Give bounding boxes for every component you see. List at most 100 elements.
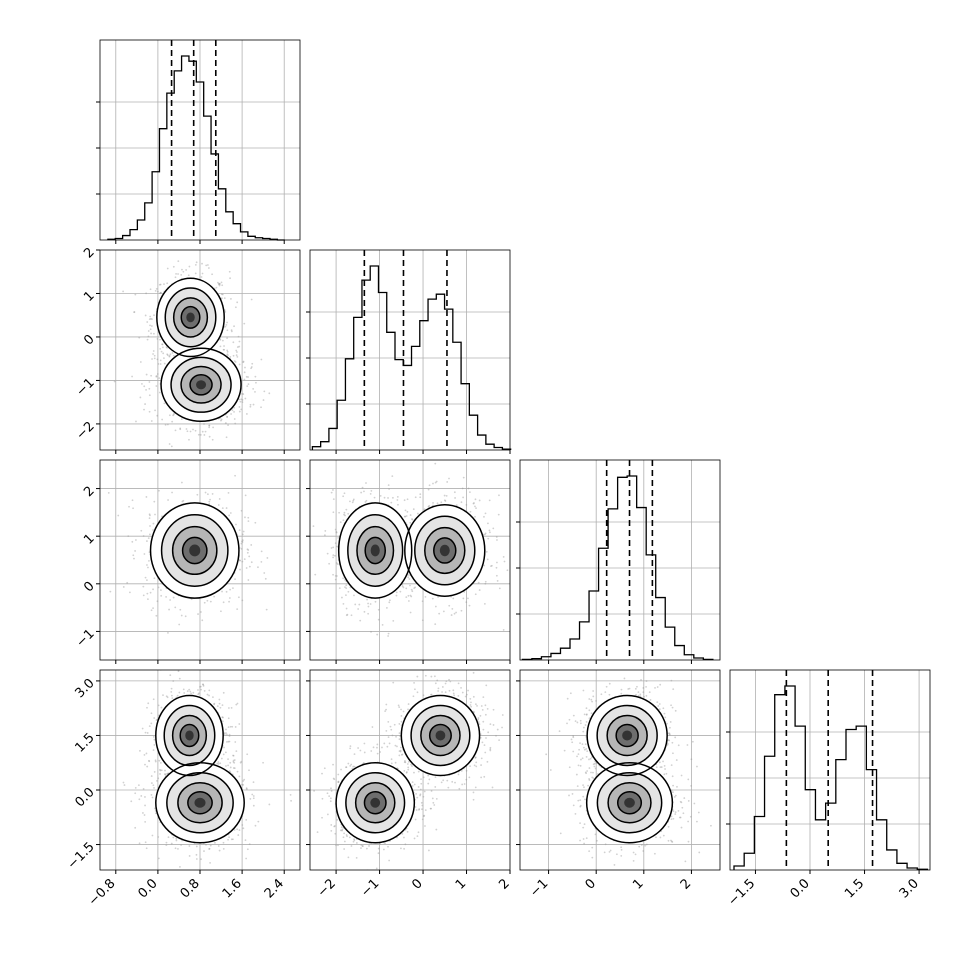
scatter-point [245,787,248,790]
scatter-point [344,586,346,588]
scatter-point [472,502,475,505]
contour-line [433,537,457,564]
scatter-point [484,580,487,583]
scatter-point [249,403,252,406]
scatter-point [218,283,221,286]
scatter-point [109,590,112,593]
scatter-point [228,735,231,737]
scatter-point [246,848,249,851]
scatter-point [246,548,249,551]
scatter-point [176,694,179,697]
scatter-point [345,584,348,587]
scatter-point [238,775,241,778]
scatter-point [145,752,148,755]
scatter-point [345,614,348,617]
scatter-point [146,579,148,582]
scatter-point [252,387,255,390]
scatter-point [208,424,211,427]
scatter-point [213,595,216,598]
scatter-point [152,529,154,531]
scatter-point [185,269,188,271]
contour-line [337,502,413,599]
scatter-point [337,537,340,539]
scatter-point [335,531,338,533]
scatter-point [328,562,331,565]
contour-line [160,347,242,423]
scatter-point [188,265,191,268]
scatter-point [314,573,317,576]
scatter-point [185,428,188,430]
scatter-point [168,443,171,445]
y-tick-label: 2 [81,484,97,500]
scatter-point [148,760,151,763]
scatter-point [252,804,255,807]
histogram-panel-1 [306,249,512,454]
scatter-point [413,587,416,590]
scatter-point [347,590,350,593]
scatter-point [149,328,152,331]
scatter-point [382,451,384,453]
scatter-point [242,530,245,533]
scatter-point [407,574,410,576]
scatter-point [174,847,177,850]
scatter-point [385,607,388,609]
density-fill [186,312,195,323]
scatter-point [403,515,406,518]
scatter-point [332,554,335,557]
scatter-point [230,329,233,332]
histogram-panel-2 [516,459,721,664]
scatter-point [461,487,464,490]
scatter-point [233,829,236,831]
scatter-point [148,517,151,520]
contour-line [160,514,229,587]
scatter-point [159,773,161,775]
scatter-point [192,691,195,694]
scatter-point [332,511,335,514]
scatter-point [154,289,157,292]
scatter-point [228,740,231,743]
scatter-point [233,761,236,764]
scatter-point [203,423,205,425]
scatter-point [451,607,454,610]
scatter-point [474,515,476,518]
scatter-point [165,596,167,598]
scatter-point [225,436,228,439]
scatter-point [153,354,156,357]
scatter-point [166,773,168,775]
scatter-point [242,361,245,364]
scatter-point [363,610,366,613]
scatter-point [208,424,211,427]
scatter-point [142,585,145,588]
scatter-point [180,418,183,421]
scatter-point [234,741,237,743]
scatter-point [159,359,162,362]
scatter-point [346,613,349,616]
scatter-point [162,694,164,697]
scatter-point [236,608,239,610]
scatter-point [156,373,159,375]
scatter-point [405,596,408,599]
scatter-point [147,566,149,569]
scatter-point [159,292,162,294]
scatter-point [232,759,235,762]
scatter-point [241,392,243,395]
scatter-point [162,352,165,355]
scatter-point [157,704,160,707]
scatter-point [221,720,224,723]
scatter-point [240,547,243,550]
scatter-point [145,373,148,376]
scatter-point [156,290,159,293]
scatter-point [241,401,244,403]
scatter-point [156,358,159,361]
scatter-point [330,491,333,494]
scatter-point [234,361,237,363]
y-tick-label: 0 [81,332,97,348]
scatter-point [148,559,150,562]
scatter-point [216,762,219,765]
scatter-point [201,880,203,882]
scatter-point [465,601,468,604]
scatter-point [167,632,169,634]
scatter-point [152,784,155,787]
scatter-point [392,619,395,622]
scatter-point [221,704,224,707]
